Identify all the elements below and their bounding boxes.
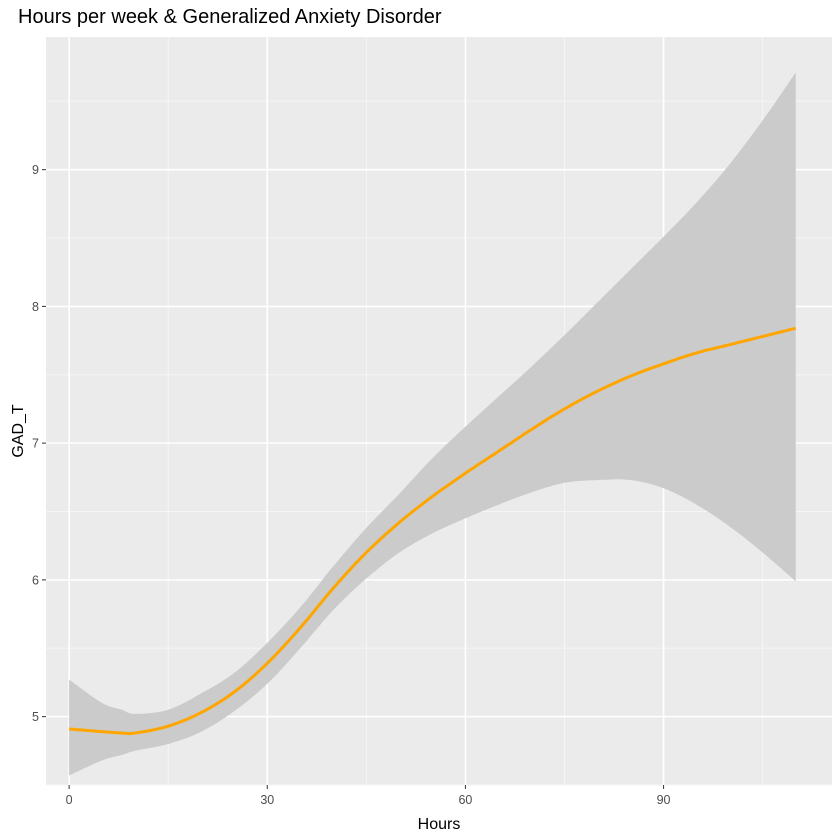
smooth-line: [68, 326, 797, 736]
x-axis-ticks: 0 30 60 90: [66, 785, 671, 807]
x-tick-label: 60: [458, 793, 472, 807]
y-tick-label: 9: [32, 163, 39, 177]
x-axis-title: Hours: [418, 816, 461, 833]
y-tick-label: 8: [32, 300, 39, 314]
y-tick-label: 5: [32, 710, 39, 724]
confidence-band: [69, 72, 796, 776]
chart-title: Hours per week & Generalized Anxiety Dis…: [18, 6, 442, 28]
x-tick-label: 30: [260, 793, 274, 807]
x-tick-label: 90: [657, 793, 671, 807]
y-tick-label: 7: [32, 437, 39, 451]
x-tick-label: 0: [66, 793, 73, 807]
y-tick-label: 6: [32, 573, 39, 587]
y-axis-title: GAD_T: [10, 404, 27, 458]
y-axis-ticks: 5 6 7 8 9: [32, 163, 46, 724]
